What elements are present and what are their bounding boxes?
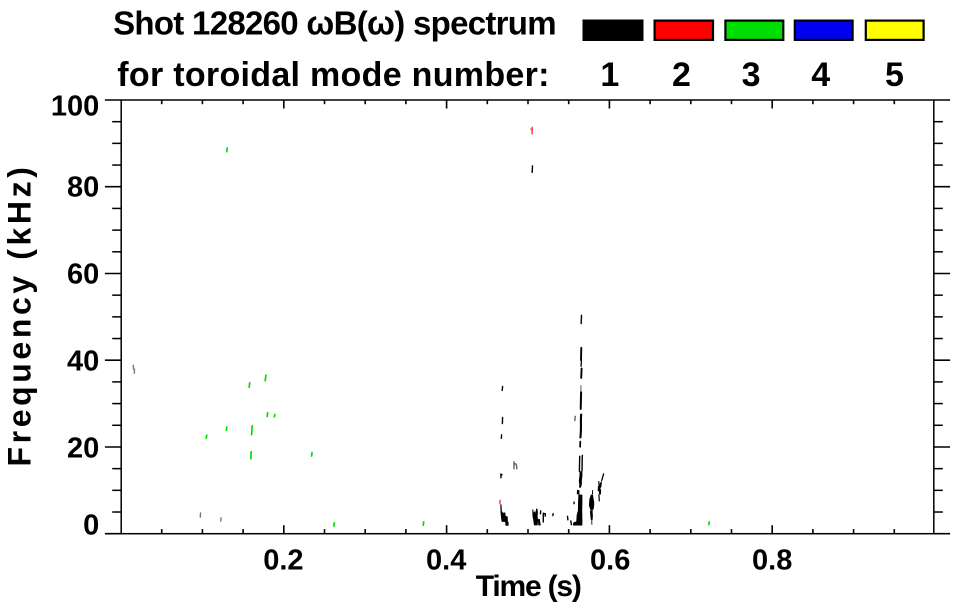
svg-text:Frequency (kHz): Frequency (kHz) bbox=[2, 164, 38, 467]
svg-text:2: 2 bbox=[672, 56, 691, 94]
svg-text:60: 60 bbox=[67, 259, 99, 291]
svg-text:100: 100 bbox=[51, 91, 99, 123]
svg-text:20: 20 bbox=[67, 432, 99, 464]
svg-text:Time (s): Time (s) bbox=[476, 570, 581, 603]
svg-text:40: 40 bbox=[67, 346, 99, 378]
svg-text:5: 5 bbox=[885, 56, 904, 94]
svg-text:0.8: 0.8 bbox=[752, 545, 792, 577]
svg-text:80: 80 bbox=[67, 172, 99, 204]
svg-text:0.4: 0.4 bbox=[426, 545, 466, 577]
svg-text:0.2: 0.2 bbox=[263, 545, 303, 577]
svg-text:Shot 128260 ωB(ω) spectrum: Shot 128260 ωB(ω) spectrum bbox=[113, 4, 556, 41]
svg-text:4: 4 bbox=[811, 56, 830, 94]
svg-text:for toroidal mode number:: for toroidal mode number: bbox=[117, 56, 550, 94]
svg-text:0: 0 bbox=[83, 510, 99, 542]
svg-text:0.6: 0.6 bbox=[590, 545, 630, 577]
svg-text:3: 3 bbox=[742, 56, 761, 94]
svg-text:1: 1 bbox=[600, 56, 619, 94]
